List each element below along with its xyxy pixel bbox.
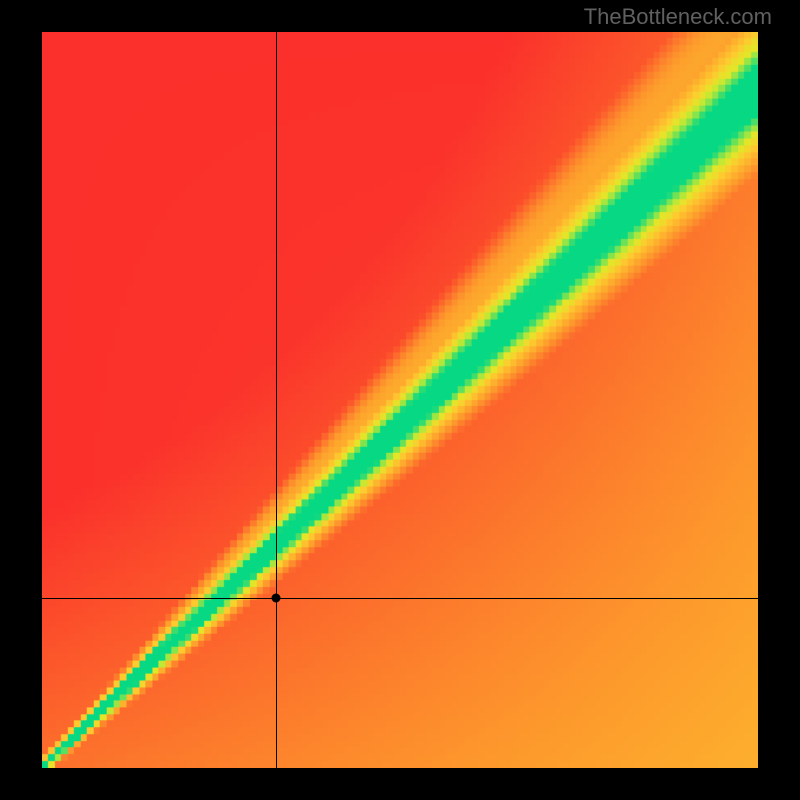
heatmap-plot [40,30,760,770]
watermark-text: TheBottleneck.com [584,4,772,30]
crosshair-vertical [276,32,277,768]
crosshair-horizontal [42,598,758,599]
marker-dot [272,594,281,603]
heatmap-canvas [42,32,758,768]
